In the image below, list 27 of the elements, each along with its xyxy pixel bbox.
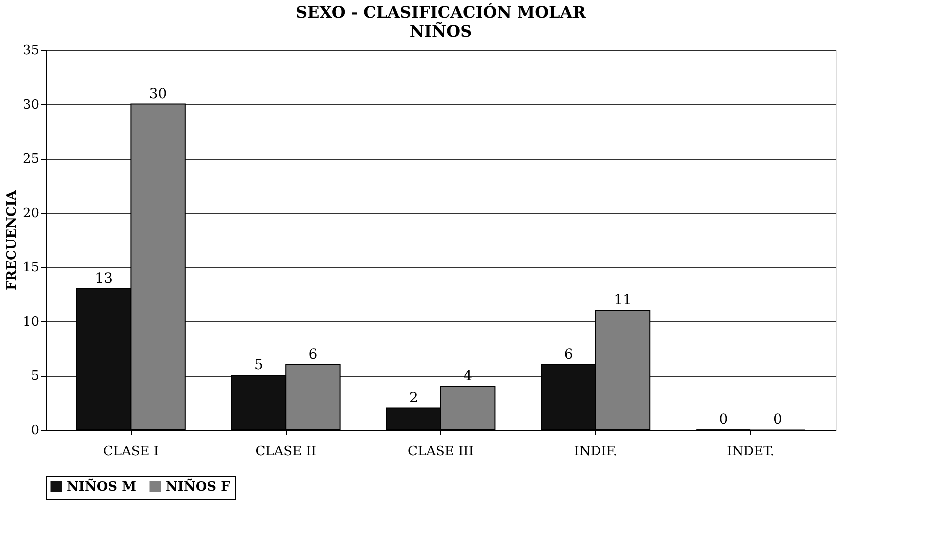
data-label: 6 — [564, 346, 574, 363]
data-label: 11 — [614, 292, 632, 309]
x-tick-label: CLASE I — [103, 444, 160, 460]
legend-label: NIÑOS M — [67, 478, 136, 495]
chart-title: SEXO - CLASIFICACIÓN MOLAR — [296, 3, 587, 22]
y-tick-label: 15 — [22, 260, 40, 276]
x-tick-label: CLASE III — [408, 444, 474, 460]
data-label: 30 — [149, 86, 168, 102]
data-label: 0 — [773, 412, 782, 428]
y-tick-label: 30 — [22, 98, 40, 113]
chart-subtitle: NIÑOS — [410, 22, 472, 41]
y-tick-label: 20 — [22, 206, 40, 222]
data-label: 0 — [719, 412, 728, 428]
x-tick-label: INDET. — [727, 444, 774, 460]
x-tick-label: CLASE II — [256, 444, 316, 460]
x-tick-label: INDIF. — [574, 444, 618, 460]
y-tick-label: 5 — [31, 369, 40, 384]
data-label: 5 — [254, 358, 264, 374]
data-label: 2 — [409, 390, 418, 406]
data-label: 13 — [95, 270, 113, 287]
y-tick-label: 0 — [31, 424, 40, 438]
y-tick-label: 10 — [22, 314, 40, 330]
y-tick-label: 35 — [22, 44, 40, 58]
data-label: 6 — [308, 346, 318, 363]
y-axis-title: FRECUENCIA — [4, 190, 20, 290]
y-tick-label: 25 — [22, 152, 40, 168]
legend-label: NIÑOS F — [166, 478, 232, 495]
